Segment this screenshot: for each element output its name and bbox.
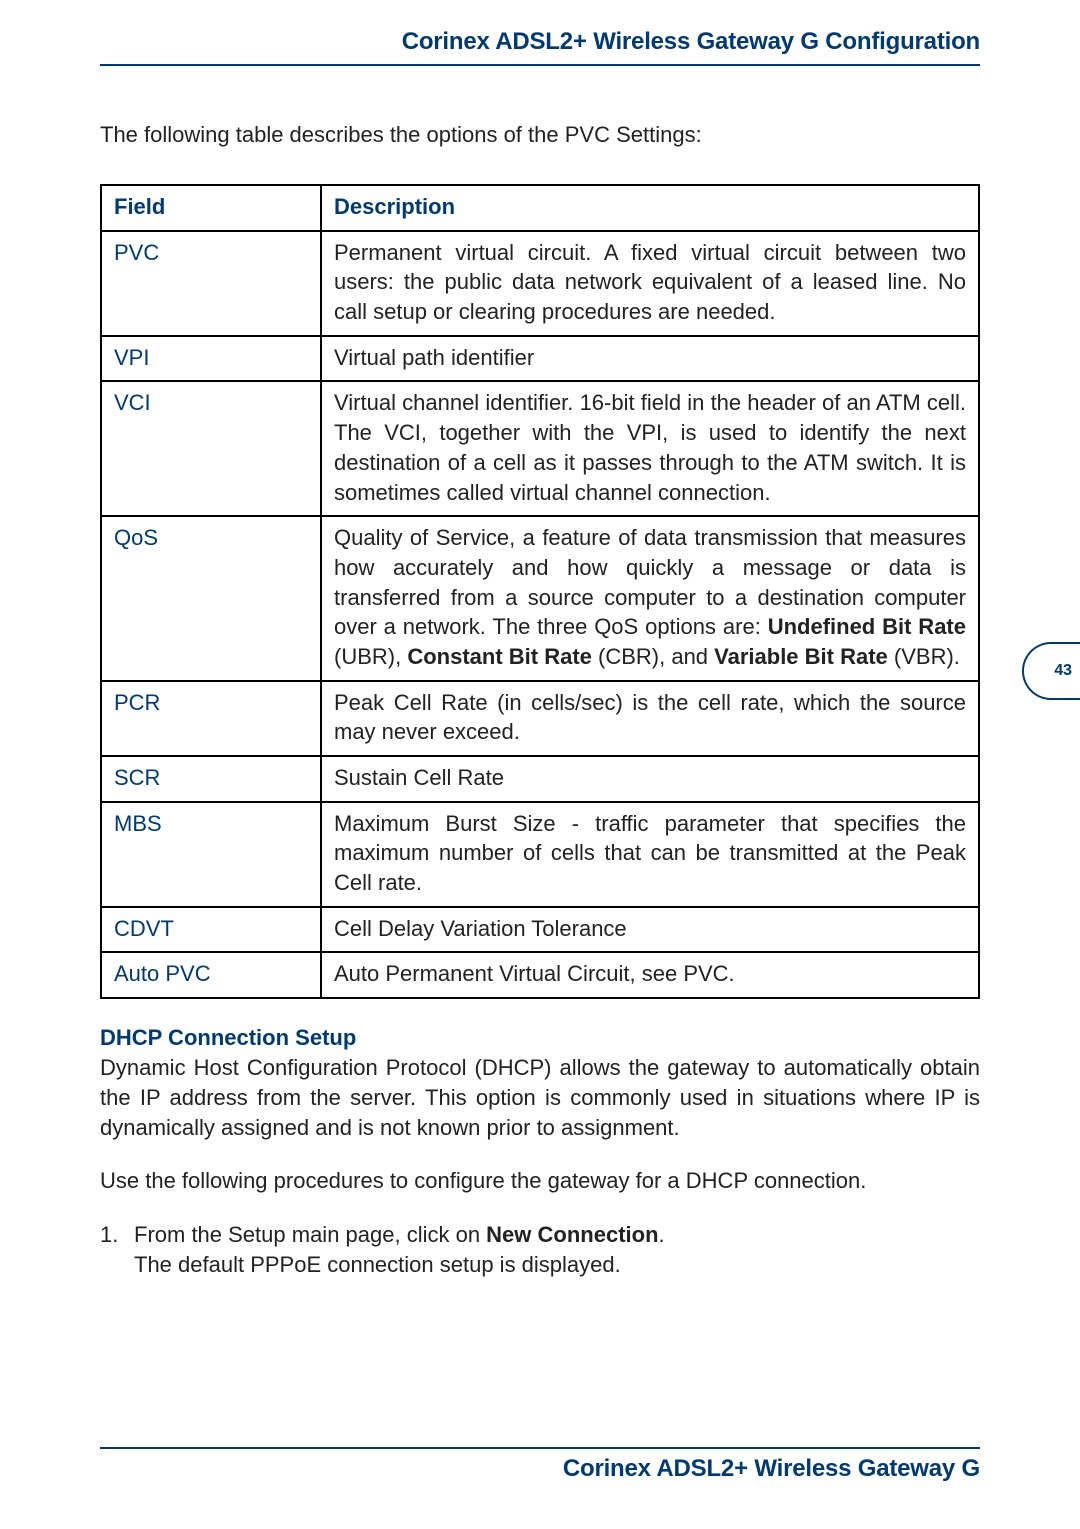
dhcp-step-1: 1. From the Setup main page, click on Ne…: [100, 1220, 980, 1279]
table-cell-description: Virtual channel identifier. 16-bit field…: [321, 381, 979, 516]
table-row: MBSMaximum Burst Size - traffic paramete…: [101, 802, 979, 907]
page-number-tab: 43: [1022, 642, 1080, 700]
dhcp-paragraph: Dynamic Host Configuration Protocol (DHC…: [100, 1053, 980, 1142]
step-text-post: .: [659, 1222, 665, 1247]
table-row: SCRSustain Cell Rate: [101, 756, 979, 802]
table-cell-description: Virtual path identifier: [321, 336, 979, 382]
table-cell-field: CDVT: [101, 907, 321, 953]
table-header-field: Field: [101, 185, 321, 231]
table-row: QoSQuality of Service, a feature of data…: [101, 516, 979, 680]
table-cell-field: PCR: [101, 681, 321, 756]
dhcp-lead: Use the following procedures to configur…: [100, 1166, 980, 1196]
table-cell-description: Peak Cell Rate (in cells/sec) is the cel…: [321, 681, 979, 756]
table-header-description: Description: [321, 185, 979, 231]
table-cell-description: Quality of Service, a feature of data tr…: [321, 516, 979, 680]
table-row: VPIVirtual path identifier: [101, 336, 979, 382]
table-row: CDVTCell Delay Variation Tolerance: [101, 907, 979, 953]
table-row: PCRPeak Cell Rate (in cells/sec) is the …: [101, 681, 979, 756]
table-cell-field: VCI: [101, 381, 321, 516]
dhcp-steps: 1. From the Setup main page, click on Ne…: [100, 1220, 980, 1279]
step-text-line2: The default PPPoE connection setup is di…: [134, 1252, 621, 1277]
page-footer: Corinex ADSL2+ Wireless Gateway G: [100, 1447, 980, 1483]
table-cell-field: QoS: [101, 516, 321, 680]
pvc-settings-table: Field Description PVCPermanent virtual c…: [100, 184, 980, 999]
table-row: Auto PVCAuto Permanent Virtual Circuit, …: [101, 952, 979, 998]
dhcp-heading: DHCP Connection Setup: [100, 1025, 980, 1051]
table-cell-field: SCR: [101, 756, 321, 802]
table-row: VCIVirtual channel identifier. 16-bit fi…: [101, 381, 979, 516]
table-cell-description: Auto Permanent Virtual Circuit, see PVC.: [321, 952, 979, 998]
table-cell-description: Permanent virtual circuit. A fixed virtu…: [321, 231, 979, 336]
step-text-pre: From the Setup main page, click on: [134, 1222, 486, 1247]
step-number: 1.: [100, 1220, 118, 1250]
intro-text: The following table describes the option…: [100, 122, 980, 148]
table-cell-field: PVC: [101, 231, 321, 336]
table-row: PVCPermanent virtual circuit. A fixed vi…: [101, 231, 979, 336]
page-number: 43: [1054, 662, 1072, 680]
table-cell-field: MBS: [101, 802, 321, 907]
table-cell-description: Maximum Burst Size - traffic parameter t…: [321, 802, 979, 907]
table-cell-description: Sustain Cell Rate: [321, 756, 979, 802]
table-cell-field: Auto PVC: [101, 952, 321, 998]
step-text-bold: New Connection: [486, 1222, 658, 1247]
table-cell-field: VPI: [101, 336, 321, 382]
table-cell-description: Cell Delay Variation Tolerance: [321, 907, 979, 953]
page-header: Corinex ADSL2+ Wireless Gateway G Config…: [100, 28, 980, 66]
